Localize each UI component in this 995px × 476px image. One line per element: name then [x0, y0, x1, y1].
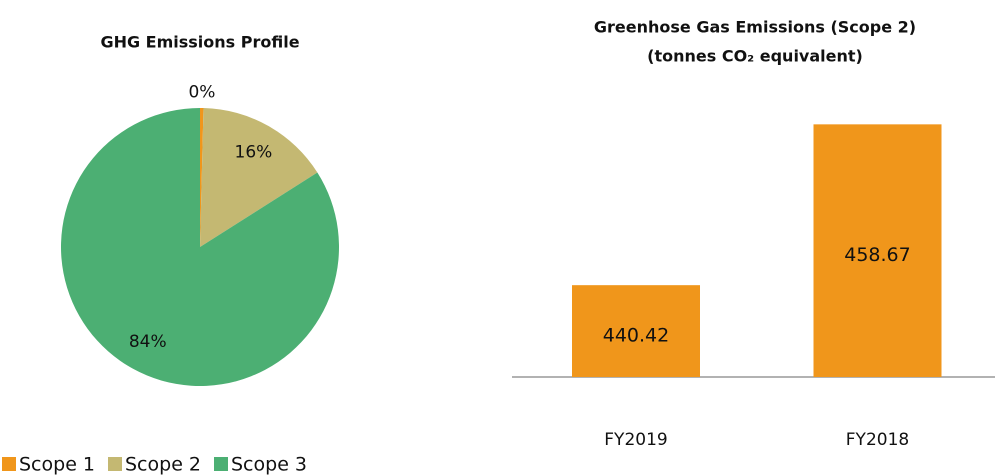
legend-swatch	[2, 457, 16, 471]
bar	[572, 285, 700, 377]
legend-label: Scope 2	[125, 454, 201, 476]
bar-value-label: 458.67	[844, 244, 910, 266]
bar-title: Greenhose Gas Emissions (Scope 2)	[594, 18, 916, 37]
pie-title: GHG Emissions Profile	[100, 33, 299, 52]
bar	[813, 124, 942, 377]
slice-label: 0%	[188, 83, 215, 103]
bar-value-label: 440.42	[603, 325, 669, 347]
slice-label: 16%	[235, 143, 273, 163]
bar-subtitle: (tonnes CO₂ equivalent)	[647, 47, 863, 66]
x-tick-label: FY2019	[604, 430, 667, 450]
pie-slice	[200, 108, 204, 247]
slice-label: 84%	[129, 332, 167, 352]
pie-slice	[61, 108, 339, 386]
legend-swatch	[214, 457, 228, 471]
legend-swatch	[108, 457, 122, 471]
x-tick-label: FY2018	[846, 430, 909, 450]
pie-slice	[200, 108, 318, 247]
legend-label: Scope 3	[231, 454, 307, 476]
legend-label: Scope 1	[19, 454, 95, 476]
